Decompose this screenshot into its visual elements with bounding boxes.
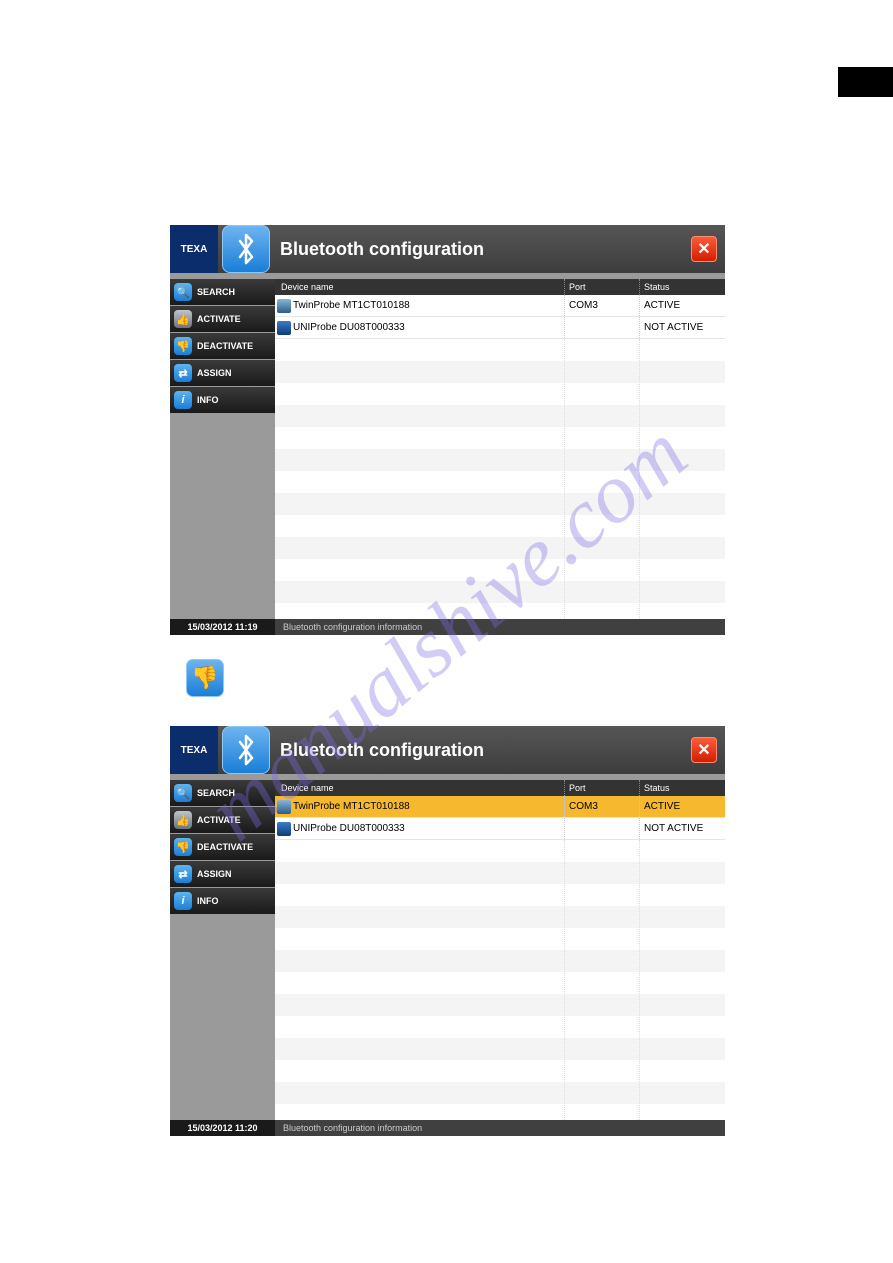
sidebar-item-label: SEARCH <box>197 287 235 297</box>
statusbar-message: Bluetooth configuration information <box>275 1123 422 1133</box>
device-status-cell: NOT ACTIVE <box>640 317 725 338</box>
top-black-bar <box>838 67 893 97</box>
column-header-status[interactable]: Status <box>640 780 725 796</box>
sidebar-item-label: ACTIVATE <box>197 815 241 825</box>
sidebar-item-activate[interactable]: 👍 ACTIVATE <box>170 807 275 833</box>
sidebar-item-deactivate[interactable]: 👎 DEACTIVATE <box>170 834 275 860</box>
filler-col-status <box>640 339 725 619</box>
window-body: 🔍 SEARCH 👍 ACTIVATE 👎 DEACTIVATE ⇄ ASSIG… <box>170 273 725 619</box>
bluetooth-config-window-2: TEXA Bluetooth configuration ✕ 🔍 SEARCH … <box>170 726 725 1136</box>
close-button[interactable]: ✕ <box>691 236 717 262</box>
search-icon: 🔍 <box>174 784 192 802</box>
device-icon-cell <box>275 317 293 338</box>
window-title: Bluetooth configuration <box>274 239 691 260</box>
device-status-cell: NOT ACTIVE <box>640 818 725 839</box>
window-body: 🔍 SEARCH 👍 ACTIVATE 👎 DEACTIVATE ⇄ ASSIG… <box>170 774 725 1120</box>
statusbar-timestamp: 15/03/2012 11:19 <box>170 619 275 635</box>
search-icon: 🔍 <box>174 283 192 301</box>
content-area: Device name Port Status TwinProbe MT1CT0… <box>275 774 725 1120</box>
sidebar-item-info[interactable]: i INFO <box>170 888 275 914</box>
column-header-port[interactable]: Port <box>565 279 640 295</box>
close-icon: ✕ <box>697 740 710 760</box>
filler-col-port <box>565 840 640 1120</box>
column-header-name[interactable]: Device name <box>275 780 565 796</box>
assign-icon: ⇄ <box>174 865 192 883</box>
sidebar-item-assign[interactable]: ⇄ ASSIGN <box>170 360 275 386</box>
thumbs-up-icon: 👍 <box>174 310 192 328</box>
thumbs-down-icon: 👎 <box>174 337 192 355</box>
device-status-cell: ACTIVE <box>640 796 725 817</box>
sidebar-item-label: DEACTIVATE <box>197 842 253 852</box>
statusbar-message: Bluetooth configuration information <box>275 622 422 632</box>
device-name-cell: UNIProbe DU08T000333 <box>293 818 565 839</box>
device-name-cell: UNIProbe DU08T000333 <box>293 317 565 338</box>
close-icon: ✕ <box>697 239 710 259</box>
device-port-cell <box>565 818 640 839</box>
uniprobe-icon <box>277 822 291 836</box>
statusbar: 15/03/2012 11:20 Bluetooth configuration… <box>170 1120 725 1136</box>
device-name-cell: TwinProbe MT1CT010188 <box>293 796 565 817</box>
filler-col-port <box>565 339 640 619</box>
statusbar: 15/03/2012 11:19 Bluetooth configuration… <box>170 619 725 635</box>
content-area: Device name Port Status TwinProbe MT1CT0… <box>275 273 725 619</box>
sidebar-item-label: DEACTIVATE <box>197 341 253 351</box>
sidebar-item-deactivate[interactable]: 👎 DEACTIVATE <box>170 333 275 359</box>
column-header-status[interactable]: Status <box>640 279 725 295</box>
table-row[interactable]: UNIProbe DU08T000333 NOT ACTIVE <box>275 818 725 840</box>
sidebar-item-label: ASSIGN <box>197 368 232 378</box>
close-button[interactable]: ✕ <box>691 737 717 763</box>
sidebar-item-info[interactable]: i INFO <box>170 387 275 413</box>
sidebar-item-label: INFO <box>197 896 219 906</box>
table-row[interactable]: TwinProbe MT1CT010188 COM3 ACTIVE <box>275 295 725 317</box>
sidebar: 🔍 SEARCH 👍 ACTIVATE 👎 DEACTIVATE ⇄ ASSIG… <box>170 273 275 619</box>
sidebar-item-label: ASSIGN <box>197 869 232 879</box>
bluetooth-icon <box>222 225 270 273</box>
filler-col-name <box>275 339 565 619</box>
statusbar-timestamp: 15/03/2012 11:20 <box>170 1120 275 1136</box>
uniprobe-icon <box>277 321 291 335</box>
bluetooth-config-window-1: TEXA Bluetooth configuration ✕ 🔍 SEARCH … <box>170 225 725 635</box>
bluetooth-icon <box>222 726 270 774</box>
device-name-cell: TwinProbe MT1CT010188 <box>293 295 565 316</box>
thumbs-down-icon: 👎 <box>174 838 192 856</box>
table-empty-area <box>275 840 725 1120</box>
table-header: Device name Port Status <box>275 780 725 796</box>
sidebar: 🔍 SEARCH 👍 ACTIVATE 👎 DEACTIVATE ⇄ ASSIG… <box>170 774 275 1120</box>
table-header: Device name Port Status <box>275 279 725 295</box>
filler-col-name <box>275 840 565 1120</box>
sidebar-item-search[interactable]: 🔍 SEARCH <box>170 279 275 305</box>
device-icon-cell <box>275 295 293 316</box>
texa-logo: TEXA <box>170 726 218 774</box>
twinprobe-icon <box>277 299 291 313</box>
device-port-cell: COM3 <box>565 295 640 316</box>
sidebar-item-label: INFO <box>197 395 219 405</box>
sidebar-item-label: SEARCH <box>197 788 235 798</box>
table-empty-area <box>275 339 725 619</box>
texa-logo: TEXA <box>170 225 218 273</box>
thumbs-up-icon: 👍 <box>174 811 192 829</box>
device-port-cell: COM3 <box>565 796 640 817</box>
assign-icon: ⇄ <box>174 364 192 382</box>
filler-col-status <box>640 840 725 1120</box>
info-icon: i <box>174 892 192 910</box>
sidebar-item-activate[interactable]: 👍 ACTIVATE <box>170 306 275 332</box>
thumbs-down-icon: 👎 <box>191 665 218 691</box>
device-icon-cell <box>275 818 293 839</box>
deactivate-standalone-icon: 👎 <box>186 659 224 697</box>
device-icon-cell <box>275 796 293 817</box>
device-status-cell: ACTIVE <box>640 295 725 316</box>
sidebar-item-assign[interactable]: ⇄ ASSIGN <box>170 861 275 887</box>
titlebar: TEXA Bluetooth configuration ✕ <box>170 225 725 273</box>
device-port-cell <box>565 317 640 338</box>
table-row[interactable]: TwinProbe MT1CT010188 COM3 ACTIVE <box>275 796 725 818</box>
twinprobe-icon <box>277 800 291 814</box>
titlebar: TEXA Bluetooth configuration ✕ <box>170 726 725 774</box>
info-icon: i <box>174 391 192 409</box>
column-header-port[interactable]: Port <box>565 780 640 796</box>
sidebar-item-label: ACTIVATE <box>197 314 241 324</box>
window-title: Bluetooth configuration <box>274 740 691 761</box>
table-row[interactable]: UNIProbe DU08T000333 NOT ACTIVE <box>275 317 725 339</box>
sidebar-item-search[interactable]: 🔍 SEARCH <box>170 780 275 806</box>
column-header-name[interactable]: Device name <box>275 279 565 295</box>
